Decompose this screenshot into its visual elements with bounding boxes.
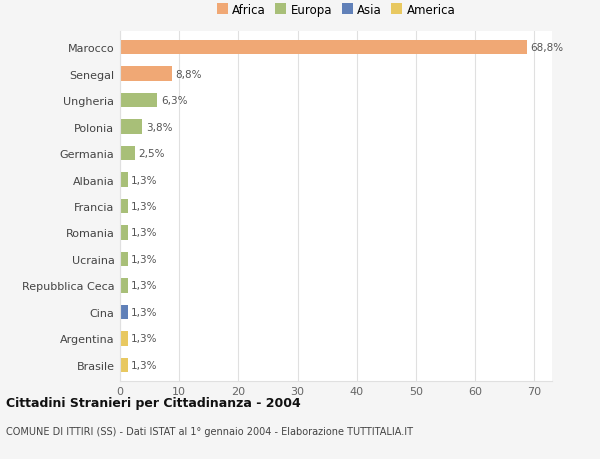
Bar [120,199,128,214]
Bar [120,331,128,346]
Text: 8,8%: 8,8% [176,69,202,79]
Bar [120,279,128,293]
Text: COMUNE DI ITTIRI (SS) - Dati ISTAT al 1° gennaio 2004 - Elaborazione TUTTITALIA.: COMUNE DI ITTIRI (SS) - Dati ISTAT al 1°… [6,426,413,436]
Text: 1,3%: 1,3% [131,334,158,344]
Text: 1,3%: 1,3% [131,254,158,264]
Text: 1,3%: 1,3% [131,360,158,370]
Text: 2,5%: 2,5% [139,149,165,159]
Legend: Africa, Europa, Asia, America: Africa, Europa, Asia, America [214,1,458,19]
Bar [120,146,135,161]
Text: 1,3%: 1,3% [131,281,158,291]
Bar [120,358,128,372]
Bar [120,120,142,134]
Text: 1,3%: 1,3% [131,175,158,185]
Text: 68,8%: 68,8% [530,43,564,53]
Bar [120,41,527,55]
Text: 1,3%: 1,3% [131,307,158,317]
Text: 3,8%: 3,8% [146,122,173,132]
Text: 1,3%: 1,3% [131,202,158,212]
Bar [120,252,128,267]
Text: 6,3%: 6,3% [161,96,187,106]
Bar [120,173,128,187]
Text: Cittadini Stranieri per Cittadinanza - 2004: Cittadini Stranieri per Cittadinanza - 2… [6,396,301,409]
Text: 1,3%: 1,3% [131,228,158,238]
Bar [120,305,128,319]
Bar [120,226,128,240]
Bar [120,67,172,82]
Bar [120,94,157,108]
